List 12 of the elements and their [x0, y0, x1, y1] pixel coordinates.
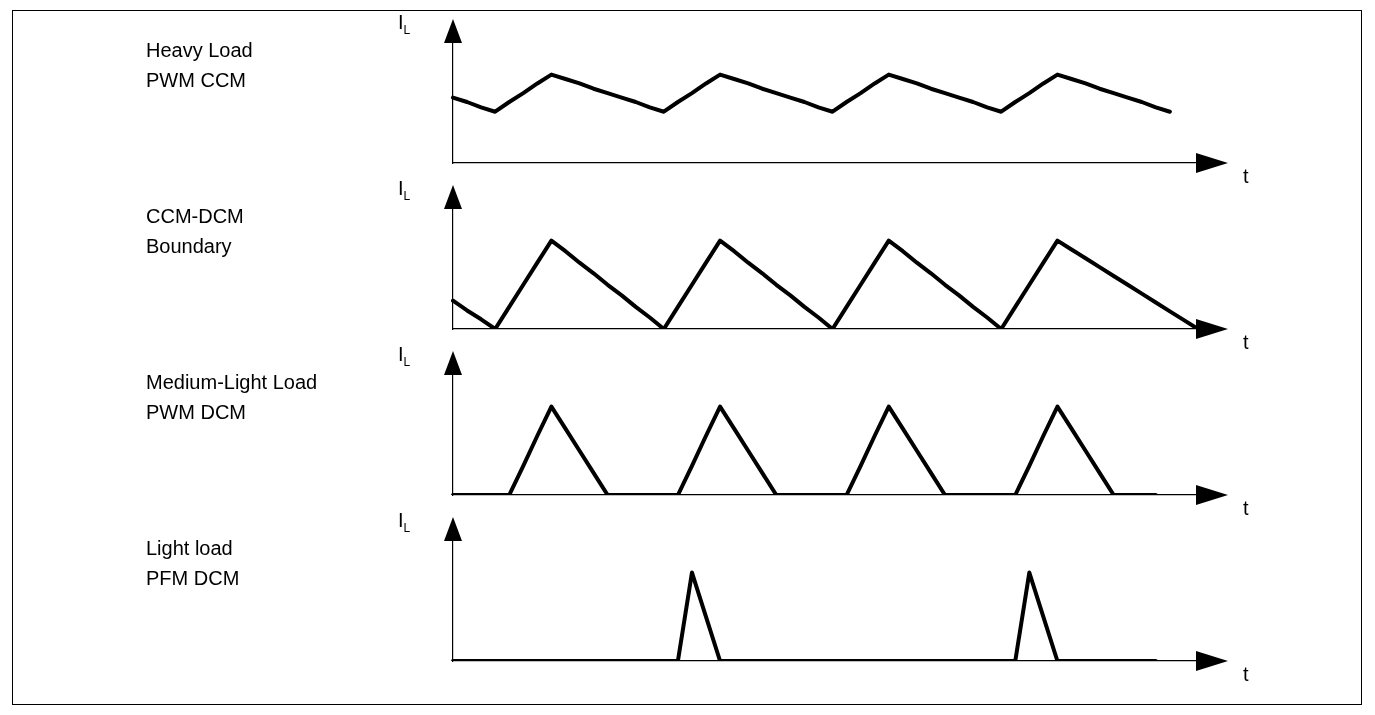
text: Heavy Load PWM CCM	[146, 38, 253, 91]
x-axis-title: t	[1243, 165, 1249, 188]
y-axis-title: I$_{L}$	[398, 11, 411, 37]
text: Medium-Light Load PWM DCM	[146, 370, 318, 423]
x-axis-title: t	[1243, 331, 1249, 354]
text: CCM-DCM Boundary	[146, 204, 244, 257]
x-axis-title: t	[1243, 497, 1249, 520]
y-axis-title: I$_{L}$	[398, 509, 411, 535]
x-axis-title: t	[1243, 663, 1249, 686]
y-axis-title: I$_{L}$	[398, 343, 411, 369]
y-axis-title: I$_{L}$	[398, 177, 411, 203]
text: Light load PFM DCM	[146, 536, 240, 589]
